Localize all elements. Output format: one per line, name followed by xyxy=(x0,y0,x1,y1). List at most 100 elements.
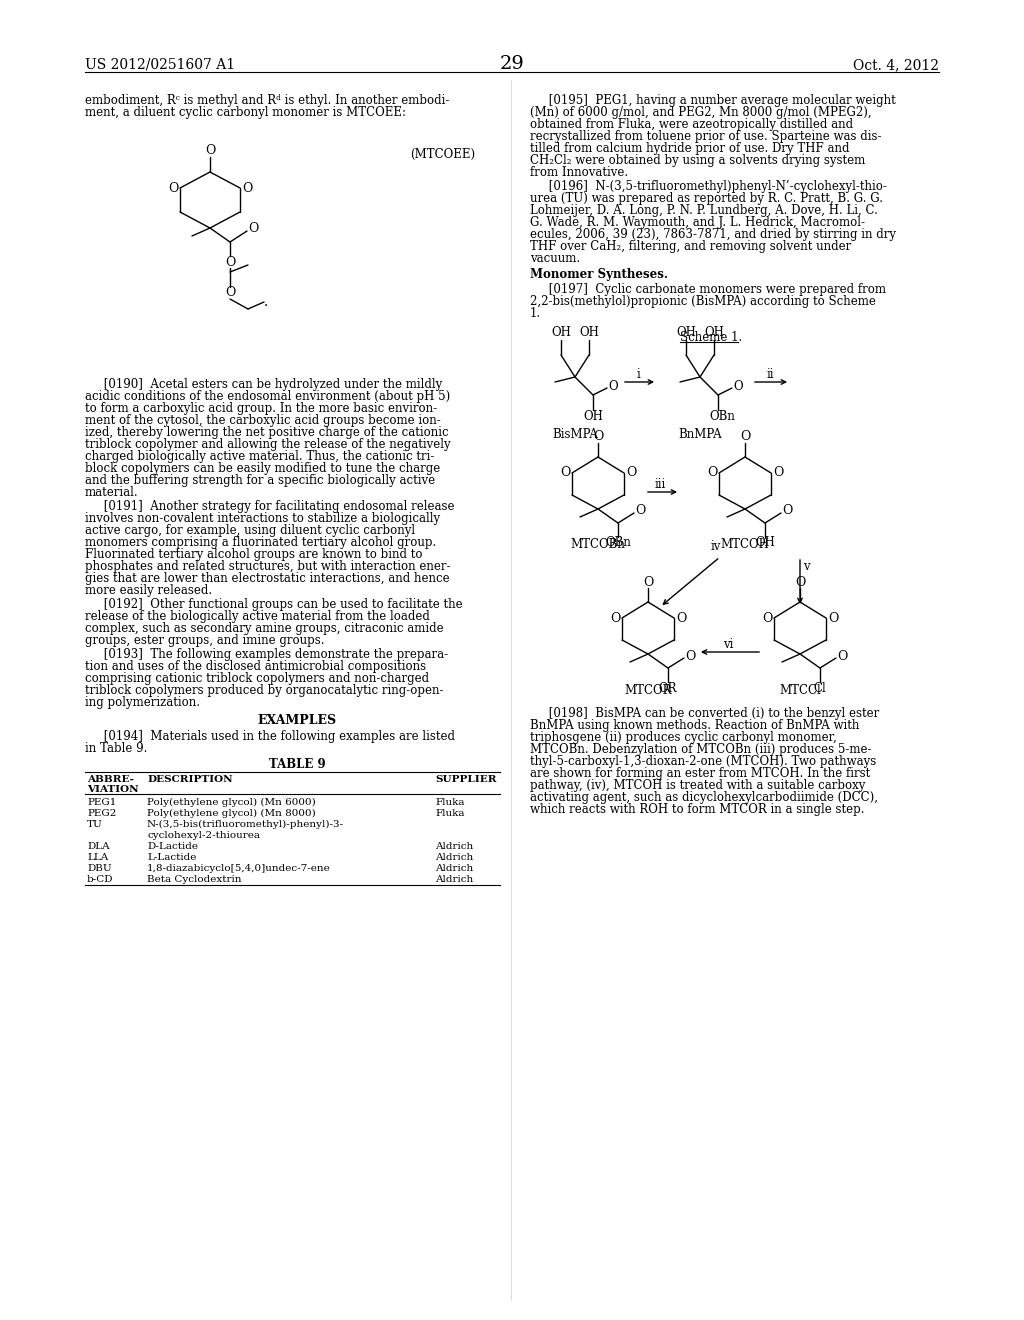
Text: ment, a diluent cyclic carbonyl monomer is MTCOEE:: ment, a diluent cyclic carbonyl monomer … xyxy=(85,106,406,119)
Text: BnMPA: BnMPA xyxy=(678,429,722,441)
Text: O: O xyxy=(781,504,793,517)
Text: [0190]  Acetal esters can be hydrolyzed under the mildly: [0190] Acetal esters can be hydrolyzed u… xyxy=(85,378,442,391)
Text: OBn: OBn xyxy=(605,536,631,549)
Text: OH: OH xyxy=(583,411,603,424)
Text: Fluka: Fluka xyxy=(435,809,465,818)
Text: O: O xyxy=(168,181,178,194)
Text: acidic conditions of the endosomal environment (about pH 5): acidic conditions of the endosomal envir… xyxy=(85,389,451,403)
Text: tion and uses of the disclosed antimicrobial compositions: tion and uses of the disclosed antimicro… xyxy=(85,660,426,673)
Text: from Innovative.: from Innovative. xyxy=(530,166,628,180)
Text: Beta Cyclodextrin: Beta Cyclodextrin xyxy=(147,875,242,884)
Text: O: O xyxy=(773,466,783,479)
Text: [0198]  BisMPA can be converted (i) to the benzyl ester: [0198] BisMPA can be converted (i) to th… xyxy=(530,708,880,719)
Text: DLA: DLA xyxy=(87,842,110,851)
Text: 1.: 1. xyxy=(530,308,541,319)
Text: Aldrich: Aldrich xyxy=(435,875,473,884)
Text: 29: 29 xyxy=(500,55,524,73)
Text: ing polymerization.: ing polymerization. xyxy=(85,696,200,709)
Text: O: O xyxy=(242,181,252,194)
Text: OH: OH xyxy=(676,326,696,339)
Text: O: O xyxy=(225,286,236,300)
Text: [0191]  Another strategy for facilitating endosomal release: [0191] Another strategy for facilitating… xyxy=(85,500,455,513)
Text: O: O xyxy=(762,611,772,624)
Text: triblock copolymers produced by organocatalytic ring-open-: triblock copolymers produced by organoca… xyxy=(85,684,443,697)
Text: more easily released.: more easily released. xyxy=(85,583,212,597)
Text: MTCCl: MTCCl xyxy=(779,684,821,697)
Text: vacuum.: vacuum. xyxy=(530,252,581,265)
Text: triblock copolymer and allowing the release of the negatively: triblock copolymer and allowing the rele… xyxy=(85,438,451,451)
Text: US 2012/0251607 A1: US 2012/0251607 A1 xyxy=(85,58,236,73)
Text: activating agent, such as dicyclohexylcarbodiimide (DCC),: activating agent, such as dicyclohexylca… xyxy=(530,791,878,804)
Text: charged biologically active material. Thus, the cationic tri-: charged biologically active material. Th… xyxy=(85,450,434,463)
Text: vi: vi xyxy=(723,638,733,651)
Text: SUPPLIER: SUPPLIER xyxy=(435,775,497,784)
Text: in Table 9.: in Table 9. xyxy=(85,742,147,755)
Text: [0195]  PEG1, having a number average molecular weight: [0195] PEG1, having a number average mol… xyxy=(530,94,896,107)
Text: release of the biologically active material from the loaded: release of the biologically active mater… xyxy=(85,610,430,623)
Text: [0193]  The following examples demonstrate the prepara-: [0193] The following examples demonstrat… xyxy=(85,648,449,661)
Text: LLA: LLA xyxy=(87,853,109,862)
Text: Poly(ethylene glycol) (Mn 6000): Poly(ethylene glycol) (Mn 6000) xyxy=(147,799,315,807)
Text: iv: iv xyxy=(711,540,721,553)
Text: obtained from Fluka, were azeotropically distilled and: obtained from Fluka, were azeotropically… xyxy=(530,117,853,131)
Text: triphosgene (ii) produces cyclic carbonyl monomer,: triphosgene (ii) produces cyclic carbony… xyxy=(530,731,837,744)
Text: O: O xyxy=(837,649,847,663)
Text: Aldrich: Aldrich xyxy=(435,865,473,873)
Text: embodiment, Rᶜ is methyl and Rᵈ is ethyl. In another embodi-: embodiment, Rᶜ is methyl and Rᵈ is ethyl… xyxy=(85,94,450,107)
Text: O: O xyxy=(610,611,621,624)
Text: 1,8-diazabicyclo[5,4,0]undec-7-ene: 1,8-diazabicyclo[5,4,0]undec-7-ene xyxy=(147,865,331,873)
Text: O: O xyxy=(795,576,805,589)
Text: gies that are lower than electrostatic interactions, and hence: gies that are lower than electrostatic i… xyxy=(85,572,450,585)
Text: to form a carboxylic acid group. In the more basic environ-: to form a carboxylic acid group. In the … xyxy=(85,403,437,414)
Text: [0197]  Cyclic carbonate monomers were prepared from: [0197] Cyclic carbonate monomers were pr… xyxy=(530,282,886,296)
Text: thyl-5-carboxyl-1,3-dioxan-2-one (MTCOH). Two pathways: thyl-5-carboxyl-1,3-dioxan-2-one (MTCOH)… xyxy=(530,755,877,768)
Text: urea (TU) was prepared as reported by R. C. Pratt, B. G. G.: urea (TU) was prepared as reported by R.… xyxy=(530,191,883,205)
Text: PEG1: PEG1 xyxy=(87,799,117,807)
Text: Cl: Cl xyxy=(814,681,826,694)
Text: THF over CaH₂, filtering, and removing solvent under: THF over CaH₂, filtering, and removing s… xyxy=(530,240,851,253)
Text: O: O xyxy=(685,649,695,663)
Text: iii: iii xyxy=(654,478,666,491)
Text: O: O xyxy=(707,466,717,479)
Text: O: O xyxy=(626,466,636,479)
Text: comprising cationic triblock copolymers and non-charged: comprising cationic triblock copolymers … xyxy=(85,672,429,685)
Text: O: O xyxy=(593,430,603,444)
Text: PEG2: PEG2 xyxy=(87,809,117,818)
Text: tilled from calcium hydride prior of use. Dry THF and: tilled from calcium hydride prior of use… xyxy=(530,143,850,154)
Text: O: O xyxy=(608,380,617,393)
Text: Monomer Syntheses.: Monomer Syntheses. xyxy=(530,268,668,281)
Text: ABBRE-: ABBRE- xyxy=(87,775,134,784)
Text: [0192]  Other functional groups can be used to facilitate the: [0192] Other functional groups can be us… xyxy=(85,598,463,611)
Text: MTCOH: MTCOH xyxy=(721,539,769,552)
Text: phosphates and related structures, but with interaction ener-: phosphates and related structures, but w… xyxy=(85,560,451,573)
Text: v: v xyxy=(803,561,809,573)
Text: BnMPA using known methods. Reaction of BnMPA with: BnMPA using known methods. Reaction of B… xyxy=(530,719,859,733)
Text: involves non-covalent interactions to stabilize a biologically: involves non-covalent interactions to st… xyxy=(85,512,440,525)
Text: O: O xyxy=(205,144,215,157)
Text: N-(3,5-bis(trifluoromethyl)-phenyl)-3-: N-(3,5-bis(trifluoromethyl)-phenyl)-3- xyxy=(147,820,344,829)
Text: Scheme 1.: Scheme 1. xyxy=(680,331,742,345)
Text: L-Lactide: L-Lactide xyxy=(147,853,197,862)
Text: D-Lactide: D-Lactide xyxy=(147,842,198,851)
Text: MTCOBn. Debenzylation of MTCOBn (iii) produces 5-me-: MTCOBn. Debenzylation of MTCOBn (iii) pr… xyxy=(530,743,871,756)
Text: which reacts with ROH to form MTCOR in a single step.: which reacts with ROH to form MTCOR in a… xyxy=(530,803,864,816)
Text: Fluorinated tertiary alcohol groups are known to bind to: Fluorinated tertiary alcohol groups are … xyxy=(85,548,423,561)
Text: OH: OH xyxy=(579,326,599,339)
Text: OH: OH xyxy=(551,326,571,339)
Text: are shown for forming an ester from MTCOH. In the first: are shown for forming an ester from MTCO… xyxy=(530,767,870,780)
Text: DBU: DBU xyxy=(87,865,112,873)
Text: DESCRIPTION: DESCRIPTION xyxy=(147,775,232,784)
Text: O: O xyxy=(225,256,236,268)
Text: Oct. 4, 2012: Oct. 4, 2012 xyxy=(853,58,939,73)
Text: O: O xyxy=(248,222,258,235)
Text: Poly(ethylene glycol) (Mn 8000): Poly(ethylene glycol) (Mn 8000) xyxy=(147,809,315,818)
Text: OH: OH xyxy=(755,536,775,549)
Text: 2,2-bis(methylol)propionic (BisMPA) according to Scheme: 2,2-bis(methylol)propionic (BisMPA) acco… xyxy=(530,294,876,308)
Text: and the buffering strength for a specific biologically active: and the buffering strength for a specifi… xyxy=(85,474,435,487)
Text: MTCOBn: MTCOBn xyxy=(570,539,626,552)
Text: O: O xyxy=(643,576,653,589)
Text: TU: TU xyxy=(87,820,102,829)
Text: ii: ii xyxy=(766,367,774,380)
Text: O: O xyxy=(635,504,645,517)
Text: recrystallized from toluene prior of use. Sparteine was dis-: recrystallized from toluene prior of use… xyxy=(530,129,882,143)
